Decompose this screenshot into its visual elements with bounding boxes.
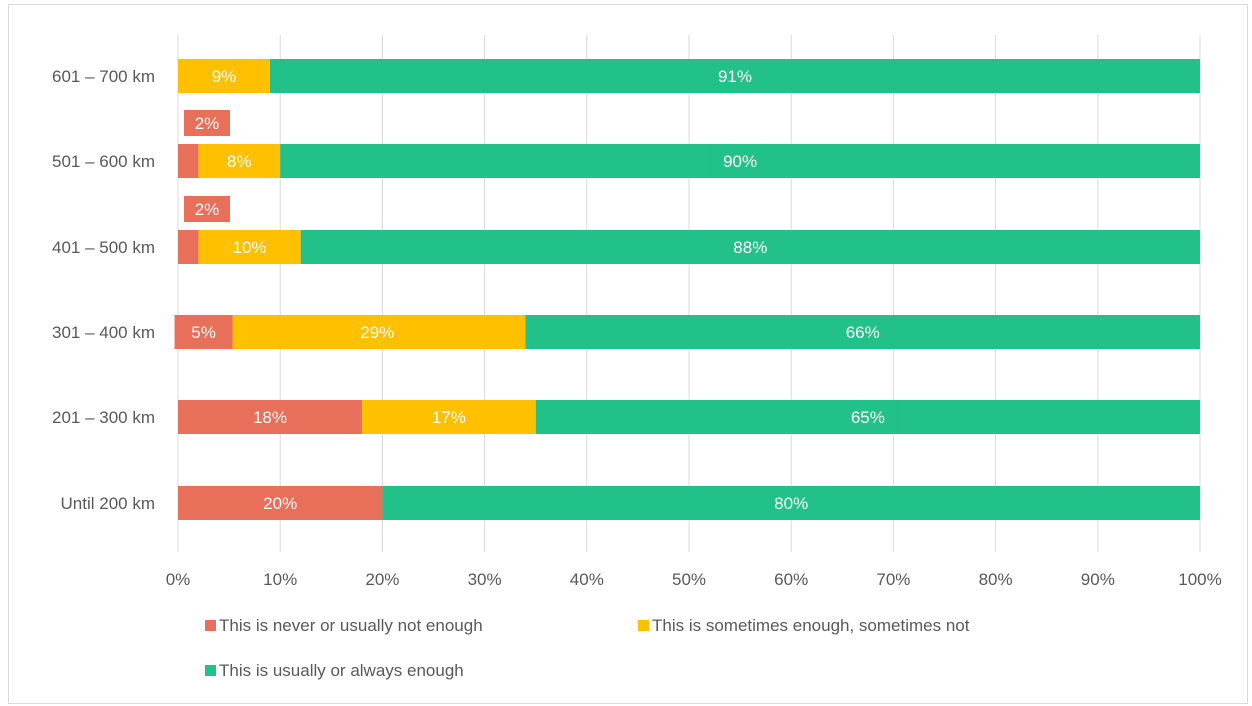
x-tick-label: 10%: [263, 570, 297, 589]
data-label-box: [838, 400, 897, 434]
data-label: 90%: [723, 152, 757, 171]
data-label: 8%: [227, 152, 252, 171]
legend-swatch: [205, 665, 216, 676]
data-label-box: [240, 400, 299, 434]
label-layer: 9% 91% 2% 8% 90% 2% 10% 88% 5% 29% 66% 18% 17% 65% 20%…: [174, 59, 897, 520]
data-label: 18%: [253, 408, 287, 427]
x-tick-label: 50%: [672, 570, 706, 589]
data-label-box: [194, 59, 253, 93]
category-label: 601 – 700 km: [52, 67, 155, 86]
data-label-box: [220, 230, 279, 264]
category-label: 201 – 300 km: [52, 408, 155, 427]
data-label-box: [184, 110, 230, 136]
legend-swatch: [205, 620, 216, 631]
legend: This is never or usually not enough This …: [205, 616, 970, 680]
category-label: Until 200 km: [61, 494, 155, 513]
x-tick-label: 90%: [1081, 570, 1115, 589]
data-label: 5%: [191, 323, 216, 342]
data-label: 2%: [195, 200, 220, 219]
data-label-box: [174, 315, 233, 349]
data-label: 10%: [233, 238, 267, 257]
data-label-box: [721, 230, 780, 264]
x-tick-label: 20%: [365, 570, 399, 589]
x-tick-label: 40%: [570, 570, 604, 589]
x-tick-label: 70%: [876, 570, 910, 589]
legend-label: This is usually or always enough: [219, 661, 464, 680]
data-label: 17%: [432, 408, 466, 427]
axis-layer: 0% 10% 20% 30% 40% 50% 60% 70% 80% 90% 100% 601 – 7…: [52, 67, 1222, 589]
grid-layer: [177, 35, 1201, 552]
data-label: 65%: [851, 408, 885, 427]
bar-segment: [178, 144, 199, 178]
data-label-box: [711, 144, 770, 178]
bar-segment: [178, 230, 199, 264]
data-label-box: [705, 59, 764, 93]
data-label: 88%: [733, 238, 767, 257]
x-tick-label: 0%: [166, 570, 191, 589]
legend-label: This is never or usually not enough: [219, 616, 483, 635]
data-label-box: [251, 486, 310, 520]
data-label-box: [184, 196, 230, 222]
data-label-box: [210, 144, 269, 178]
x-tick-label: 100%: [1178, 570, 1221, 589]
data-label-box: [419, 400, 478, 434]
legend-swatch: [638, 620, 649, 631]
data-label: 2%: [195, 114, 220, 133]
x-tick-label: 30%: [468, 570, 502, 589]
x-tick-label: 80%: [979, 570, 1013, 589]
data-label: 80%: [774, 494, 808, 513]
data-label: 20%: [263, 494, 297, 513]
data-label: 66%: [846, 323, 880, 342]
data-label: 91%: [718, 67, 752, 86]
data-label: 29%: [360, 323, 394, 342]
category-label: 501 – 600 km: [52, 152, 155, 171]
data-label-box: [348, 315, 407, 349]
legend-label: This is sometimes enough, sometimes not: [652, 616, 970, 635]
x-tick-label: 60%: [774, 570, 808, 589]
category-label: 401 – 500 km: [52, 238, 155, 257]
category-label: 301 – 400 km: [52, 323, 155, 342]
data-label-box: [833, 315, 892, 349]
data-label: 9%: [212, 67, 237, 86]
data-label-box: [762, 486, 821, 520]
